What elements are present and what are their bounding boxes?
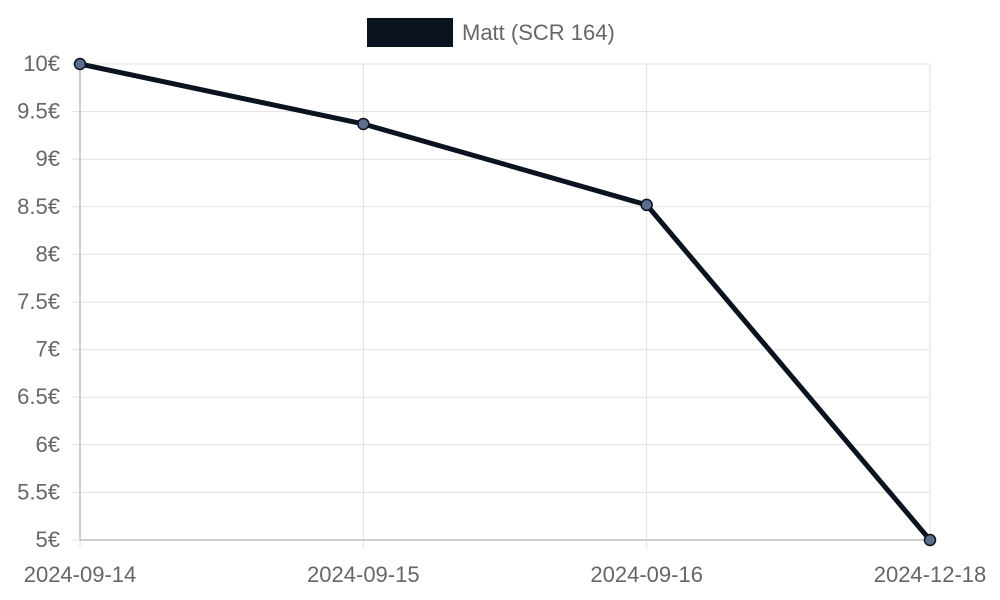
y-tick-label: 7.5€ <box>17 289 60 314</box>
data-point[interactable] <box>357 117 370 131</box>
y-tick-label: 9€ <box>36 146 60 171</box>
y-tick-label: 7€ <box>36 337 60 362</box>
axes <box>79 64 930 541</box>
y-tick-label: 5.5€ <box>17 479 60 504</box>
y-tick-label: 9.5€ <box>17 99 60 124</box>
legend-swatch[interactable] <box>367 18 453 47</box>
grid <box>72 63 931 548</box>
data-point[interactable] <box>923 533 937 547</box>
data-point[interactable] <box>73 57 87 71</box>
series-line <box>77 61 933 543</box>
y-tick-label: 8€ <box>36 241 60 266</box>
series-layer <box>73 57 937 547</box>
x-tick-label: 2024-09-16 <box>590 562 703 587</box>
legend[interactable]: Matt (SCR 164) <box>367 18 615 47</box>
y-tick-label: 8.5€ <box>17 194 60 219</box>
data-point[interactable] <box>640 198 653 212</box>
y-tick-label: 6.5€ <box>17 384 60 409</box>
x-tick-label: 2024-09-15 <box>307 562 420 587</box>
y-tick-labels: 5€ 5.5€ 6€ 6.5€ 7€ 7.5€ 8€ 8.5€ 9€ 9.5€ 10€ <box>17 51 60 552</box>
legend-label[interactable]: Matt (SCR 164) <box>462 20 615 45</box>
x-tick-labels: 2024-09-14 2024-09-15 2024-09-16 2024-12-18 <box>24 562 987 587</box>
y-tick-label: 6€ <box>36 432 60 457</box>
y-tick-label: 10€ <box>23 51 60 76</box>
x-tick-label: 2024-09-14 <box>24 562 137 587</box>
x-tick-label: 2024-12-18 <box>874 562 987 587</box>
y-tick-label: 5€ <box>36 527 60 552</box>
